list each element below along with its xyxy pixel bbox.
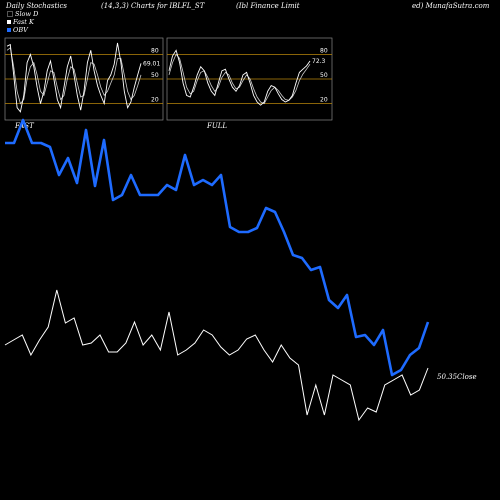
close-value-label: 50.35Close xyxy=(437,373,477,381)
legend-swatch-fast-k xyxy=(7,20,11,24)
full-fast-k-line xyxy=(168,49,311,106)
chart-header-center: (14,3,3) Charts for IBLFL_ST xyxy=(101,2,205,10)
fast-slow-d-line xyxy=(6,47,142,105)
legend-swatch-obv xyxy=(7,28,11,32)
close-price-line xyxy=(4,289,429,422)
legend-item-slow-d: Slow D xyxy=(7,10,38,18)
fast-ytick-label: 50 xyxy=(151,72,159,79)
full-ytick-label: 20 xyxy=(320,97,328,104)
legend-swatch-slow-d xyxy=(7,11,13,17)
full-panel-title: FULL xyxy=(206,122,227,130)
fast-fast-k-line xyxy=(6,42,142,113)
full-slow-d-line xyxy=(168,53,311,105)
legend-label-slow-d: Slow D xyxy=(15,10,39,18)
obv-line xyxy=(5,118,430,377)
full-ytick-label: 50 xyxy=(320,72,328,79)
legend-item-fast-k: Fast K xyxy=(7,18,34,26)
full-last-value-label: 72.3 xyxy=(312,58,326,65)
fast-ytick-label: 80 xyxy=(151,47,159,54)
chart-header-company: (Ibl Finance Limit xyxy=(236,2,300,10)
fast-last-value-label: 69.01 xyxy=(143,60,160,67)
legend-label-fast-k: Fast K xyxy=(13,18,34,26)
fast-ytick-label: 20 xyxy=(151,97,159,104)
chart-header-site: ed) MunafaSutra.com xyxy=(412,2,490,10)
legend-item-obv: OBV xyxy=(7,26,28,34)
full-ytick-label: 80 xyxy=(320,47,328,54)
chart-header-left: Daily Stochastics xyxy=(6,2,68,10)
legend-label-obv: OBV xyxy=(13,26,28,34)
